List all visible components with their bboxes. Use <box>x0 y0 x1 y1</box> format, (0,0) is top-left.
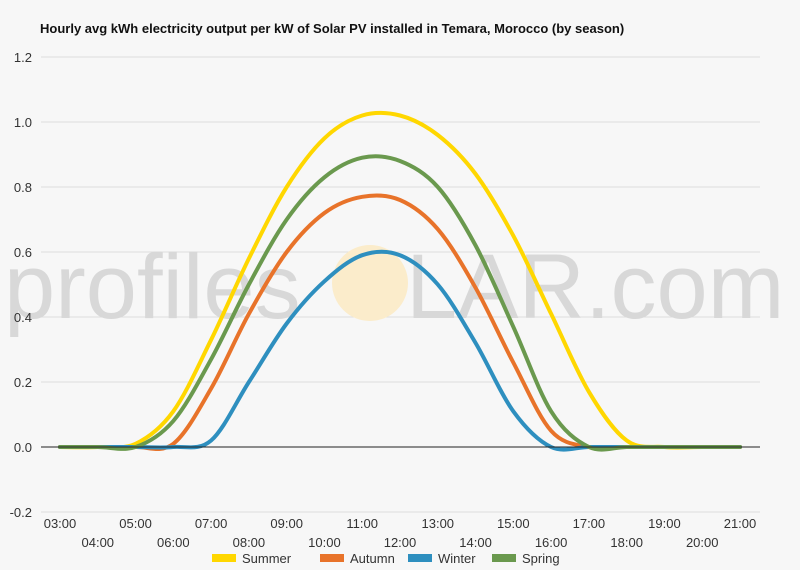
x-tick-label: 09:00 <box>270 516 303 531</box>
x-tick-label: 14:00 <box>459 535 492 550</box>
y-tick-label: 0.8 <box>14 180 32 195</box>
x-tick-label: 04:00 <box>82 535 115 550</box>
x-tick-label: 15:00 <box>497 516 530 531</box>
watermark: profiles LAR.com <box>4 236 784 338</box>
legend-label-summer: Summer <box>242 551 292 566</box>
legend-swatch-spring <box>492 554 516 562</box>
legend-label-spring: Spring <box>522 551 560 566</box>
legend-label-autumn: Autumn <box>350 551 395 566</box>
x-tick-label: 06:00 <box>157 535 190 550</box>
x-tick-label: 05:00 <box>119 516 152 531</box>
x-tick-label: 21:00 <box>724 516 757 531</box>
x-tick-label: 17:00 <box>573 516 606 531</box>
x-tick-label: 07:00 <box>195 516 228 531</box>
x-tick-label: 18:00 <box>610 535 643 550</box>
y-tick-label: -0.2 <box>10 505 32 520</box>
x-tick-label: 10:00 <box>308 535 341 550</box>
y-tick-label: 0.4 <box>14 310 32 325</box>
y-tick-label: 1.2 <box>14 50 32 65</box>
legend-swatch-autumn <box>320 554 344 562</box>
legend-label-winter: Winter <box>438 551 476 566</box>
y-axis-ticks: -0.2 0.0 0.2 0.4 0.6 0.8 1.0 1.2 <box>10 50 32 520</box>
chart-title: Hourly avg kWh electricity output per kW… <box>40 21 624 36</box>
y-tick-label: 1.0 <box>14 115 32 130</box>
watermark-left-text: profiles <box>4 236 301 338</box>
x-tick-label: 19:00 <box>648 516 681 531</box>
x-tick-label: 16:00 <box>535 535 568 550</box>
x-tick-label: 08:00 <box>233 535 266 550</box>
legend-swatch-winter <box>408 554 432 562</box>
grid-lines <box>41 56 760 513</box>
y-tick-label: 0.6 <box>14 245 32 260</box>
watermark-sun-icon <box>332 245 408 321</box>
y-tick-label: 0.2 <box>14 375 32 390</box>
legend-swatch-summer <box>212 554 236 562</box>
y-tick-label: 0.0 <box>14 440 32 455</box>
x-axis-ticks: 03:00 04:00 05:00 06:00 07:00 08:00 09:00 10:00… <box>44 516 757 550</box>
x-tick-label: 12:00 <box>384 535 417 550</box>
x-tick-label: 03:00 <box>44 516 77 531</box>
series-line-summer <box>58 110 742 450</box>
x-tick-label: 20:00 <box>686 535 719 550</box>
watermark-right-text: LAR.com <box>406 236 784 338</box>
x-tick-label: 11:00 <box>346 516 378 531</box>
legend: Summer Autumn Winter Spring <box>212 551 560 566</box>
x-tick-label: 13:00 <box>422 516 455 531</box>
